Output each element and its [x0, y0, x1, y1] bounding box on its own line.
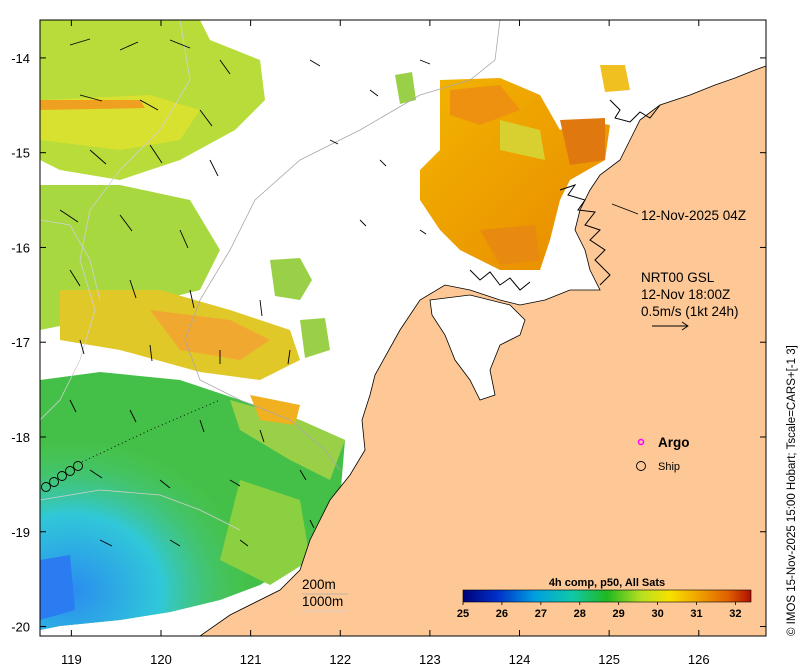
scale-arrow: [652, 321, 689, 331]
x-tick-label-3: 122: [329, 652, 351, 667]
y-tick-label-4: -18: [11, 430, 30, 445]
coastline-detail: [469, 99, 661, 291]
current-arrows: [59, 38, 689, 547]
colorbar-tick-label-6: 31: [690, 608, 702, 620]
colorbar: 4h comp, p50, All Sats 25 26 27 28 29 30 31 32: [457, 577, 752, 620]
y-tick-label-5: -19: [11, 525, 30, 540]
colorbar-gradient: [462, 589, 752, 603]
y-tick-label-6: -20: [11, 620, 30, 635]
timestamp-pointer: [611, 203, 639, 215]
x-tick-label-0: 119: [61, 652, 82, 667]
x-tick-label-7: 126: [688, 652, 710, 667]
y-tick-label-0: -14: [11, 51, 30, 66]
colorbar-tick-label-7: 32: [729, 608, 741, 620]
colorbar-title: 4h comp, p50, All Sats: [549, 577, 665, 589]
sst-field: [40, 20, 630, 630]
y-tick-label-1: -15: [11, 146, 30, 161]
credit-text: © IMOS 15-Nov-2025 15:00 Hobart; Tscale=…: [786, 345, 798, 636]
ship-marker-icon: [636, 461, 646, 471]
x-tick-label-5: 124: [509, 652, 531, 667]
x-tick-label-1: 120: [150, 652, 172, 667]
plot-frame: [39, 19, 767, 637]
legend-ship-label: Ship: [658, 461, 680, 473]
x-tick-label-6: 125: [598, 652, 620, 667]
timestamp-label: 12-Nov-2025 04Z: [641, 208, 746, 223]
colorbar-tick-label-1: 26: [496, 608, 508, 620]
isobath-1000-label: 1000m: [302, 594, 343, 609]
gulf-water: [429, 294, 526, 401]
x-axis: 119 120 121 122 123 124 125 126: [61, 20, 710, 667]
y-tick-label-2: -16: [11, 240, 30, 255]
currents-title: NRT00 GSL: [641, 270, 715, 285]
currents-scale: 0.5m/s (1kt 24h): [641, 304, 739, 319]
isobaths: [40, 20, 501, 531]
x-tick-label-2: 121: [240, 652, 262, 667]
colorbar-tick-label-5: 30: [651, 608, 663, 620]
colorbar-tick-label-4: 29: [613, 608, 625, 620]
y-axis: -14 -15 -16 -17 -18 -19 -20: [11, 51, 766, 635]
x-tick-label-4: 123: [419, 652, 441, 667]
colorbar-tick-label-0: 25: [457, 608, 469, 620]
ship-track: [41, 399, 221, 492]
currents-time: 12-Nov 18:00Z: [641, 287, 730, 302]
argo-marker-icon: [637, 438, 645, 446]
legend-argo-label: Argo: [658, 435, 690, 450]
y-tick-label-3: -17: [11, 335, 30, 350]
colorbar-tick-label-3: 28: [574, 608, 586, 620]
colorbar-tick-label-2: 27: [535, 608, 547, 620]
isobath-200-label: 200m: [302, 577, 336, 592]
